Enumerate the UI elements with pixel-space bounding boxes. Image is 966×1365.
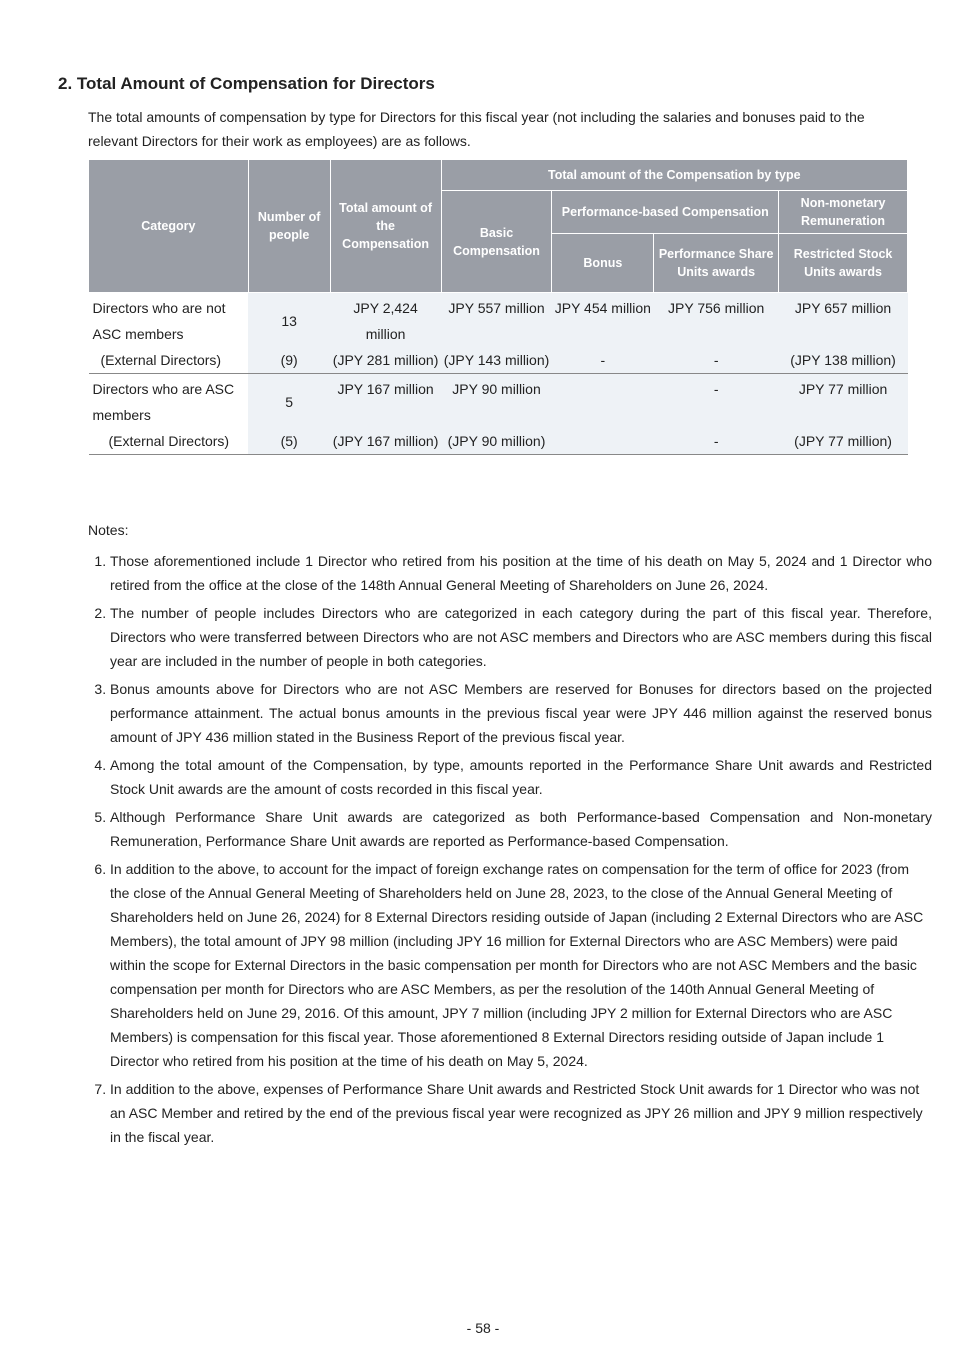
row-category: Directors who are ASC members — [88, 373, 249, 428]
row-people: 5 — [248, 373, 331, 428]
page-number: - 58 - — [466, 1320, 500, 1336]
row-psu: JPY 756 million — [653, 292, 779, 347]
header-bonus: Bonus — [551, 233, 655, 293]
row-total: (JPY 281 million) — [330, 347, 442, 374]
table-row: (External Directors) (9) (JPY 281 millio… — [88, 347, 908, 374]
row-category: (External Directors) — [88, 347, 249, 374]
note-item: Bonus amounts above for Directors who ar… — [110, 677, 932, 749]
note-item: Among the total amount of the Compensati… — [110, 753, 932, 801]
table-row: (External Directors) (5) (JPY 167 millio… — [88, 428, 908, 455]
header-category: Category — [88, 159, 249, 293]
notes-label: Notes: — [88, 522, 129, 538]
note-item: In addition to the above, expenses of Pe… — [110, 1077, 932, 1149]
row-category: Directors who are not ASC members — [88, 292, 249, 347]
row-basic: JPY 90 million — [441, 373, 552, 428]
header-rsu: Restricted Stock Units awards — [778, 233, 908, 293]
intro-text: The total amounts of compensation by typ… — [88, 109, 865, 149]
row-rsu: (JPY 138 million) — [778, 347, 908, 374]
row-basic: (JPY 143 million) — [441, 347, 552, 374]
row-people: 13 — [248, 292, 331, 347]
compensation-table: Category Number of people Total amount o… — [88, 159, 909, 455]
row-psu: - — [653, 373, 779, 428]
notes-list: Those aforementioned include 1 Director … — [88, 549, 932, 1153]
note-item: Those aforementioned include 1 Director … — [110, 549, 932, 597]
row-rsu: (JPY 77 million) — [778, 428, 908, 455]
header-psu: Performance Share Units awards — [653, 233, 780, 293]
row-total: JPY 2,424 million — [330, 292, 442, 347]
row-category: (External Directors) — [88, 428, 249, 455]
row-basic: (JPY 90 million) — [441, 428, 552, 455]
table-row: Directors who are ASC members 5 JPY 167 … — [88, 373, 908, 428]
table-row: Directors who are not ASC members 13 JPY… — [88, 292, 908, 347]
row-total: (JPY 167 million) — [330, 428, 442, 455]
header-non-monetary: Non-monetary Remuneration — [778, 190, 908, 234]
row-bonus: - — [551, 347, 654, 374]
row-psu: - — [653, 347, 779, 374]
row-bonus: JPY 454 million — [551, 292, 654, 347]
row-rsu: JPY 77 million — [778, 373, 908, 428]
row-bonus — [551, 428, 654, 455]
section-title: 2. Total Amount of Compensation for Dire… — [58, 74, 435, 93]
header-basic: Basic Compensation — [440, 190, 553, 293]
row-psu: - — [653, 428, 779, 455]
row-total: JPY 167 million — [330, 373, 442, 428]
note-item: In addition to the above, to account for… — [110, 857, 932, 1073]
header-total: Total amount of the Compensation — [329, 159, 442, 293]
row-basic: JPY 557 million — [441, 292, 552, 347]
header-performance: Performance-based Compensation — [551, 190, 780, 234]
header-by-type: Total amount of the Compensation by type — [440, 159, 909, 191]
row-bonus — [551, 373, 654, 428]
row-rsu: JPY 657 million — [778, 292, 908, 347]
row-people: (9) — [248, 347, 331, 374]
row-people: (5) — [248, 428, 331, 455]
note-item: The number of people includes Directors … — [110, 601, 932, 673]
header-people: Number of people — [247, 159, 331, 293]
note-item: Although Performance Share Unit awards a… — [110, 805, 932, 853]
